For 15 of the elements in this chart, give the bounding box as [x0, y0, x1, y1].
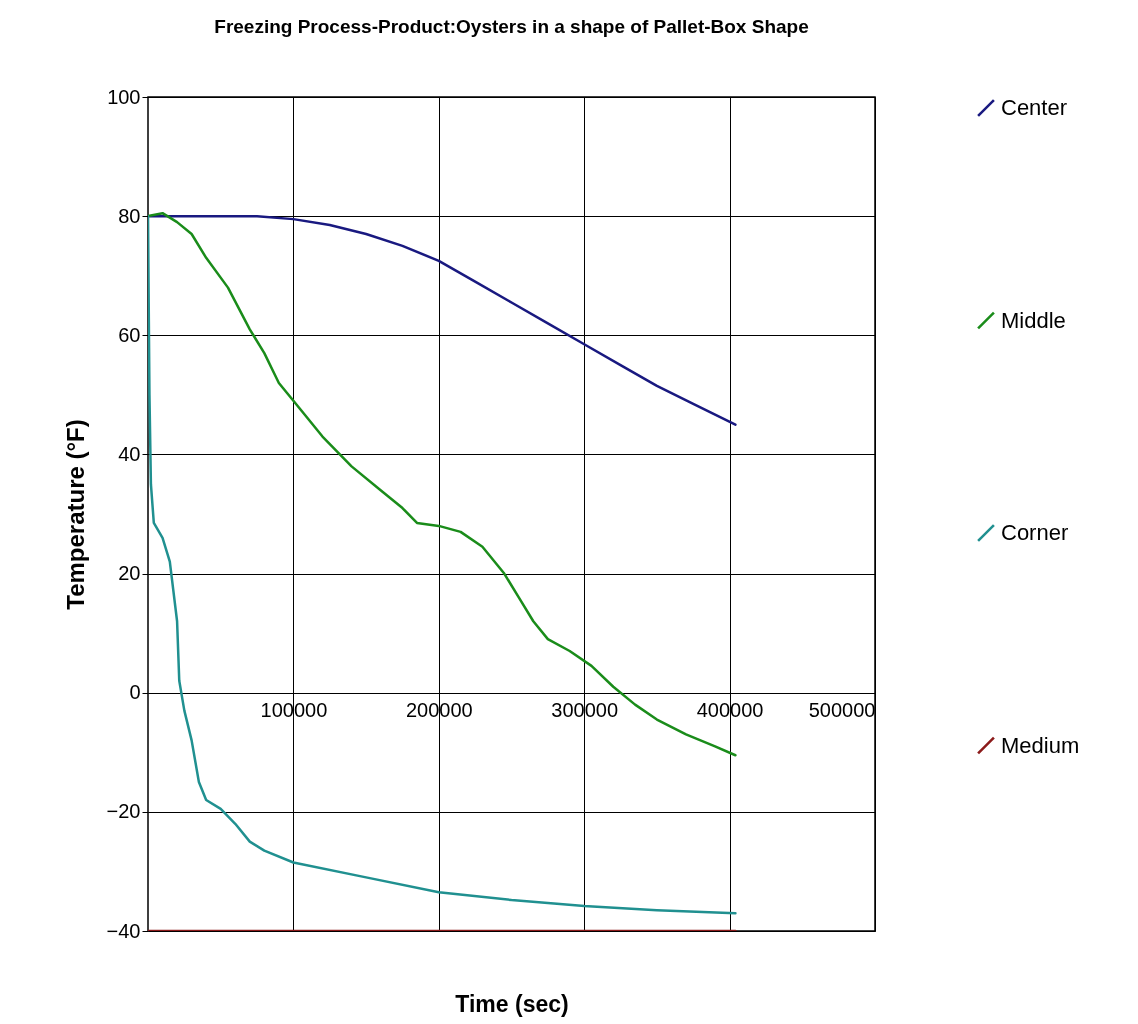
x-axis-title: Time (sec): [455, 990, 569, 1017]
y-tick-label: 60: [118, 323, 141, 346]
y-tick-label: 0: [129, 681, 141, 704]
legend-label: Middle: [1001, 307, 1066, 333]
y-tick-label: 100: [107, 85, 141, 108]
y-tick-label: −20: [106, 800, 141, 823]
legend-label: Corner: [1001, 520, 1069, 545]
y-tick-label: 20: [118, 562, 141, 585]
y-axis-title: Temperature (°F): [61, 419, 89, 610]
y-tick-label: 40: [118, 442, 141, 465]
y-tick-label: 80: [118, 204, 141, 227]
legend-label: Medium: [1001, 732, 1080, 758]
y-tick-label: −40: [106, 919, 141, 942]
chart-title: Freezing Process-Product:Oysters in a shape of Pallet-Box Shape: [214, 16, 809, 37]
legend-label: Center: [1001, 95, 1068, 120]
